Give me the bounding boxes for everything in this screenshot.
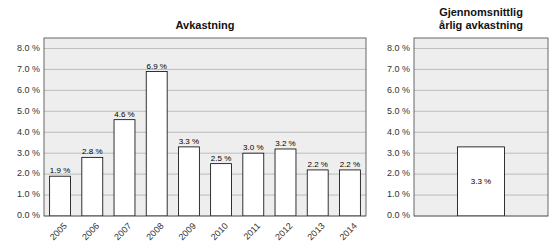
y-tick-label: 7.0 % [17, 64, 40, 74]
y-tick-label: 8.0 % [17, 43, 40, 53]
data-label: 3.0 % [243, 143, 263, 152]
chart-title: Avkastning [176, 19, 235, 31]
grid-line [414, 132, 548, 133]
grid-line [44, 111, 366, 112]
y-tick-label: 0.0 % [387, 210, 410, 220]
plot-background [44, 38, 366, 216]
grid-line [44, 90, 366, 91]
x-tick-label: 2013 [305, 221, 326, 242]
x-tick-label: 2008 [144, 221, 165, 242]
bar [307, 170, 328, 216]
bar [275, 149, 296, 216]
labels: 1.9 % 2.8 % 4.6 % 6.9 % 3.3 % 2.5 % 3.0 % 3.2 %… [50, 62, 360, 176]
bar [458, 147, 505, 216]
grid-line [414, 48, 548, 49]
data-label: 2.2 % [340, 160, 360, 169]
grid-line [414, 111, 548, 112]
bar [178, 147, 199, 216]
bars [50, 72, 361, 216]
grid-line [414, 69, 548, 70]
x-tick-label: 2005 [48, 221, 69, 242]
chart-title: Gjennomsnittligårlig avkastning [439, 6, 523, 31]
x-tick-label: 2014 [338, 221, 359, 242]
bar [82, 157, 103, 216]
data-label: 3.3 % [471, 177, 491, 186]
y-tick-label: 5.0 % [17, 106, 40, 116]
x-tick-label: 2006 [80, 221, 101, 242]
chart-canvas: 0.0 % 1.0 % 2.0 % 3.0 % 4.0 % 5.0 % 6.0 % 7.0 %… [0, 0, 555, 252]
data-label: 1.9 % [50, 166, 70, 175]
y-tick-label: 6.0 % [17, 85, 40, 95]
y-tick-label: 0.0 % [17, 210, 40, 220]
labels: 3.3 % [471, 177, 491, 186]
grid-line [44, 48, 366, 49]
y-tick-label: 5.0 % [387, 106, 410, 116]
chart-panel: 0.0 % 1.0 % 2.0 % 3.0 % 4.0 % 5.0 % 6.0 % 7.0 %… [17, 19, 366, 242]
y-tick-label: 7.0 % [387, 64, 410, 74]
plot-frame [414, 38, 548, 216]
y-tick-label: 2.0 % [387, 168, 410, 178]
bar [146, 72, 167, 216]
data-label: 3.2 % [275, 139, 295, 148]
bar [243, 153, 264, 216]
y-tick-label: 6.0 % [387, 85, 410, 95]
x-tick-label: 2011 [241, 221, 262, 242]
bar [211, 164, 232, 216]
bar [50, 176, 71, 216]
y-tick-label: 1.0 % [387, 189, 410, 199]
data-label: 6.9 % [146, 62, 166, 71]
y-tick-label: 3.0 % [17, 148, 40, 158]
y-tick-label: 2.0 % [17, 168, 40, 178]
y-tick-label: 1.0 % [17, 189, 40, 199]
bars [458, 147, 505, 216]
bar [339, 170, 360, 216]
x-tick-label: 2009 [177, 221, 198, 242]
data-label: 2.2 % [307, 160, 327, 169]
data-label: 2.5 % [211, 154, 231, 163]
plot-frame [44, 38, 366, 216]
data-label: 2.8 % [82, 147, 102, 156]
x-tick-label: 2010 [209, 221, 230, 242]
grid-line [44, 132, 366, 133]
data-label: 4.6 % [114, 110, 134, 119]
y-tick-label: 3.0 % [387, 148, 410, 158]
x-tick-label: 2007 [112, 221, 133, 242]
grid-line [414, 90, 548, 91]
y-tick-label: 4.0 % [17, 127, 40, 137]
plot-background [414, 38, 548, 216]
bar [114, 120, 135, 216]
y-tick-label: 4.0 % [387, 127, 410, 137]
chart-panel: 0.0 % 1.0 % 2.0 % 3.0 % 4.0 % 5.0 % 6.0 % 7.0 %… [387, 6, 548, 220]
grid-line [44, 69, 366, 70]
y-tick-label: 8.0 % [387, 43, 410, 53]
x-tick-label: 2012 [273, 221, 294, 242]
data-label: 3.3 % [179, 137, 199, 146]
